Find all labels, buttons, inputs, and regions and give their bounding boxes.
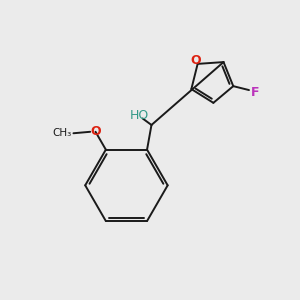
Text: O: O — [190, 54, 201, 67]
Text: F: F — [250, 86, 259, 99]
Text: CH₃: CH₃ — [53, 128, 72, 138]
Text: O: O — [90, 125, 101, 138]
Text: HO: HO — [130, 109, 149, 122]
